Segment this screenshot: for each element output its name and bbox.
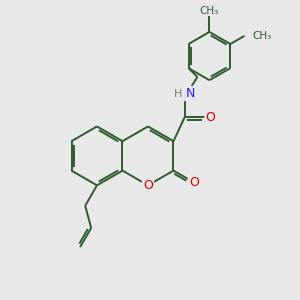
- Text: CH₃: CH₃: [253, 31, 272, 41]
- Text: N: N: [185, 87, 195, 100]
- Text: O: O: [189, 176, 199, 189]
- Text: O: O: [143, 179, 153, 192]
- Text: O: O: [206, 111, 215, 124]
- Text: CH₃: CH₃: [200, 6, 219, 16]
- Text: H: H: [174, 88, 182, 99]
